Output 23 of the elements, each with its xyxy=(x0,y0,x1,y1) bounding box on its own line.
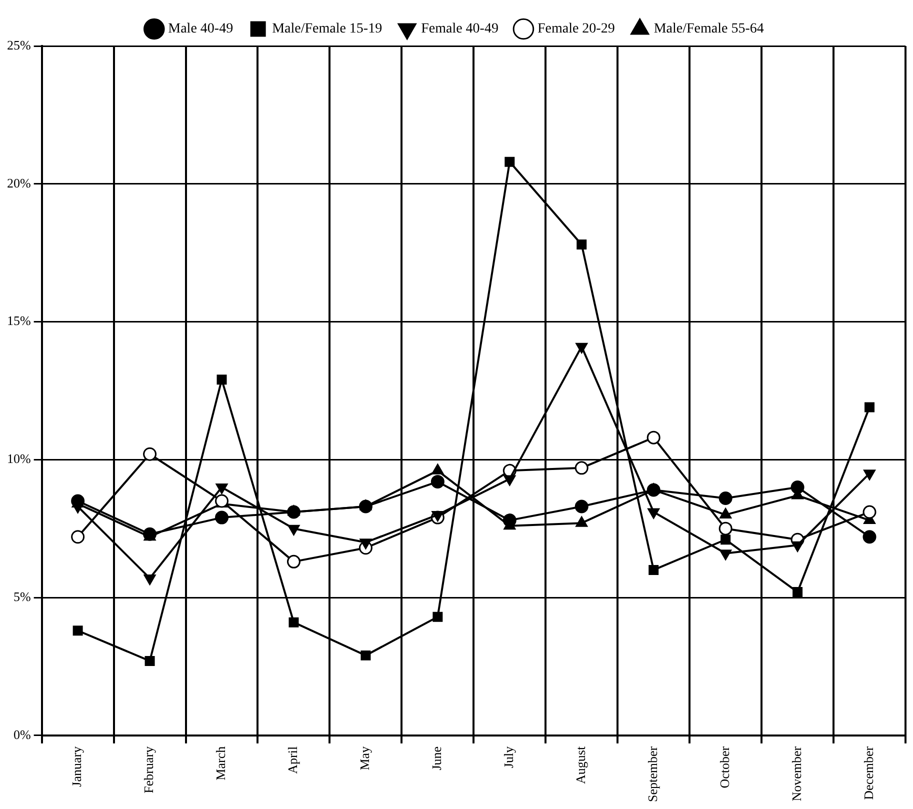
y-tick-label: 10% xyxy=(6,451,31,466)
x-tick-label: October xyxy=(716,746,732,788)
x-tick-label: March xyxy=(213,746,228,780)
x-tick-label: December xyxy=(860,746,876,800)
legend-label: Female 40-49 xyxy=(421,22,498,37)
legend-label: Male/Female 15-19 xyxy=(272,22,382,37)
y-tick-label: 15% xyxy=(6,313,31,328)
x-tick-label: June xyxy=(429,746,444,770)
y-tick-label: 5% xyxy=(13,588,31,604)
y-tick-label: 20% xyxy=(6,175,31,190)
x-tick-label: January xyxy=(69,746,84,787)
legend-label: Female 20-29 xyxy=(537,22,615,37)
legend-label: Male/Female 55-64 xyxy=(654,22,764,37)
x-tick-label: April xyxy=(285,746,300,774)
x-tick-label: July xyxy=(501,746,516,768)
x-tick-label: August xyxy=(573,746,588,784)
y-tick-label: 25% xyxy=(6,37,31,52)
x-tick-label: May xyxy=(357,746,372,770)
x-tick-label: November xyxy=(788,746,804,802)
x-tick-label: February xyxy=(141,746,156,794)
x-tick-label: September xyxy=(645,746,660,802)
legend-label: Male 40-49 xyxy=(168,22,234,37)
y-tick-label: 0% xyxy=(13,726,31,742)
